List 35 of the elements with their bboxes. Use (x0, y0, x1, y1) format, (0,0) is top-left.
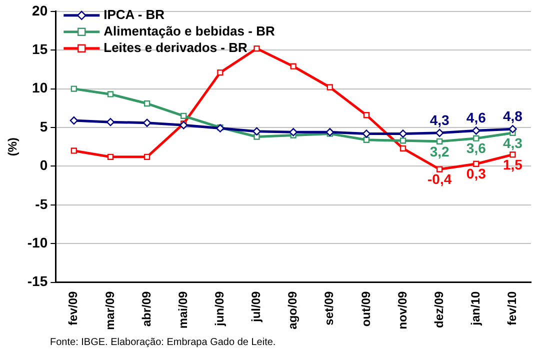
x-tick-label: fev/10 (505, 290, 520, 326)
data-label: 4,3 (430, 112, 450, 128)
data-label: 3,6 (466, 140, 486, 156)
legend-label: IPCA - BR (104, 6, 166, 22)
y-tick-label: 15 (32, 40, 48, 57)
y-tick-label: 0 (40, 157, 48, 174)
x-tick-label: set/09 (322, 290, 336, 326)
data-label: -0,4 (428, 171, 452, 188)
x-tick-label: fev/09 (66, 290, 80, 326)
x-tick-label: mai/09 (176, 290, 190, 329)
legend-label: Leites e derivados - BR (104, 40, 248, 55)
data-label: 4,8 (502, 108, 523, 124)
x-tick-label: dez/09 (432, 290, 446, 328)
y-tick-label: 5 (40, 118, 48, 134)
y-tick-label: -15 (27, 273, 48, 290)
x-tick-label: jun/09 (212, 290, 226, 327)
y-tick-label: 10 (32, 80, 48, 96)
y-tick-label: -10 (27, 234, 48, 250)
x-tick-label: mar/09 (102, 290, 117, 330)
x-tick-label: jan/10 (468, 290, 482, 326)
data-label: 4,6 (466, 109, 486, 126)
data-label: 1,5 (502, 156, 523, 172)
legend-label: Alimentação e bebidas - BR (104, 23, 276, 38)
y-tick-label: 20 (32, 2, 48, 18)
data-label: 3,2 (430, 143, 450, 160)
y-tick-label: -5 (35, 196, 48, 212)
x-tick-label: jul/09 (249, 290, 264, 323)
x-tick-label: ago/09 (286, 290, 300, 330)
source-note: Fonte: IBGE. Elaboração: Embrapa Gado de Leite. (50, 336, 276, 348)
x-tick-label: nov/09 (395, 290, 410, 330)
data-label: 4,3 (502, 134, 523, 151)
data-label: 0,3 (466, 166, 486, 182)
x-tick-label: out/09 (358, 290, 373, 327)
x-tick-label: abr/09 (139, 290, 154, 327)
y-axis-title: (%) (6, 138, 20, 156)
